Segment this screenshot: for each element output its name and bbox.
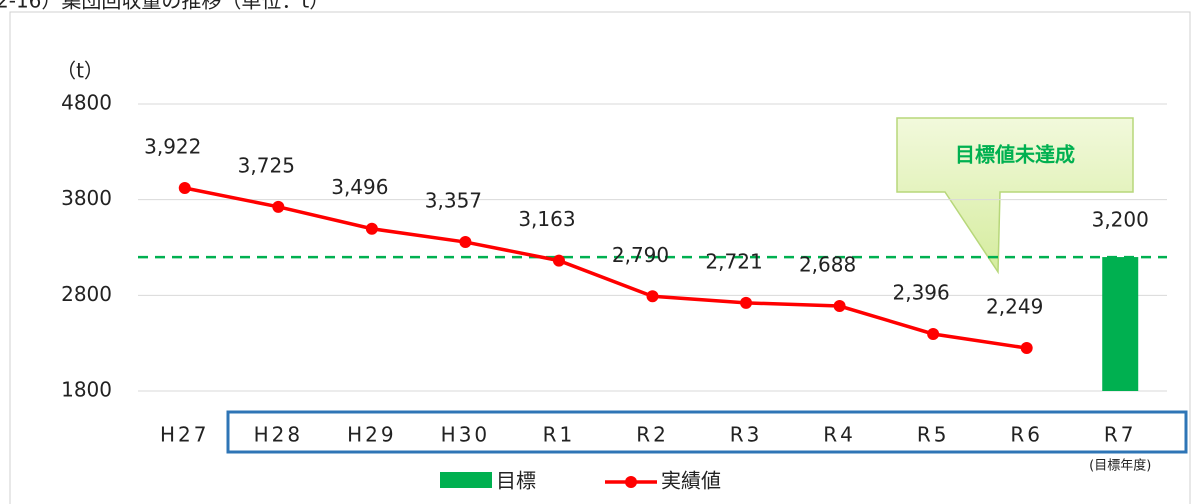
x-tick-label: R1: [543, 423, 576, 447]
legend-label: 実績値: [661, 469, 721, 493]
x-tick-label: H29: [347, 423, 397, 447]
point: [833, 300, 846, 313]
data-label: 3,200: [1092, 208, 1149, 232]
legend-label: 目標: [496, 469, 536, 493]
y-axis-label: （t）: [56, 59, 104, 83]
data-label: 2,790: [612, 243, 669, 267]
data-label: 2,688: [799, 253, 856, 277]
data-label: 2,396: [893, 280, 950, 304]
data-label: 2,721: [705, 249, 762, 273]
data-label: 3,922: [144, 134, 201, 158]
point: [178, 181, 191, 194]
point: [552, 254, 565, 267]
point: [740, 296, 753, 309]
y-tick-label: 1800: [61, 378, 112, 402]
point: [646, 290, 659, 303]
point: [272, 200, 285, 213]
data-label: 3,163: [518, 207, 575, 231]
highlight-box: [226, 410, 1188, 454]
category-note: (目標年度): [1089, 458, 1151, 474]
y-tick-label: 3800: [61, 186, 112, 210]
chart-title: 2-16）集団回収量の推移（単位：t）: [0, 0, 329, 13]
x-tick-label: R6: [1010, 423, 1043, 447]
x-tick-label: H30: [441, 423, 491, 447]
x-tick-label: R5: [917, 423, 950, 447]
annotation: 目標値未達成: [955, 143, 1075, 167]
data-label: 3,496: [331, 175, 388, 199]
legend-swatch: [440, 472, 492, 488]
point: [1020, 342, 1033, 355]
x-tick-label: R2: [636, 423, 669, 447]
data-label: 3,357: [425, 189, 482, 213]
point: [365, 222, 378, 235]
data-label: 2,249: [986, 295, 1043, 319]
x-tick-label: R7: [1104, 423, 1137, 447]
chart-frame: [9, 11, 1191, 504]
point: [459, 236, 472, 249]
callout: [896, 117, 1134, 275]
x-tick-label: R3: [730, 423, 763, 447]
x-tick-label: H28: [254, 423, 304, 447]
x-tick-label: H27: [160, 423, 210, 447]
bar: [1102, 257, 1139, 391]
data-label: 3,725: [238, 153, 295, 177]
point: [927, 327, 940, 340]
x-tick-label: R4: [823, 423, 856, 447]
y-tick-label: 2800: [61, 282, 112, 306]
legend-swatch: [625, 476, 637, 488]
line: [184, 186, 1027, 350]
y-tick-label: 4800: [61, 91, 112, 115]
